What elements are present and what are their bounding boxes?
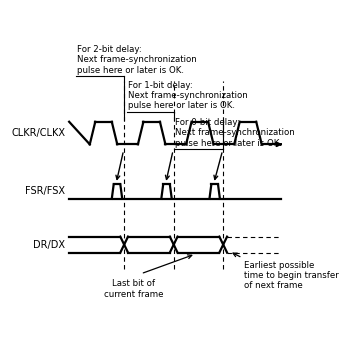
Text: For 1-bit delay:
Next frame-synchronization
pulse here or later is OK.: For 1-bit delay: Next frame-synchronizat… [128,81,248,110]
Text: DR/DX: DR/DX [33,240,65,250]
Text: CLKR/CLKX: CLKR/CLKX [11,128,65,138]
Text: For 2-bit delay:
Next frame-synchronization
pulse here or later is OK.: For 2-bit delay: Next frame-synchronizat… [77,45,197,75]
Text: Last bit of
current frame: Last bit of current frame [104,279,164,298]
Text: For 0-bit delay:
Next frame-synchronization
pulse here or later is OK.: For 0-bit delay: Next frame-synchronizat… [175,118,295,148]
Text: FSR/FSX: FSR/FSX [25,187,65,197]
Text: Earliest possible
time to begin transfer
of next frame: Earliest possible time to begin transfer… [244,260,339,290]
